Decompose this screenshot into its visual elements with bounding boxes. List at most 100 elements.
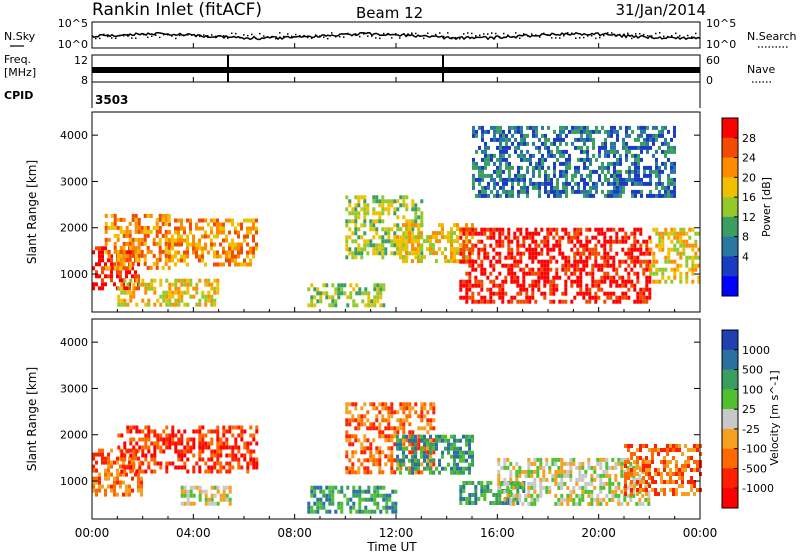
scatter-cell (487, 145, 490, 150)
scatter-cell (567, 255, 571, 260)
scatter-cell (616, 181, 619, 186)
scatter-cell (171, 290, 175, 295)
colorbar-tick-label: 24 (742, 152, 756, 165)
scatter-cell (553, 137, 556, 142)
scatter-cell (501, 239, 505, 244)
scatter-cell (608, 485, 612, 490)
scatter-cell (384, 402, 388, 407)
scatter-cell (529, 161, 532, 166)
scatter-cell (426, 446, 430, 451)
scatter-cell (534, 279, 538, 284)
scatter-cell (408, 251, 412, 256)
scatter-cell (216, 230, 219, 235)
scatter-cell (492, 291, 496, 296)
scatter-cell (156, 441, 160, 446)
scatter-cell (369, 442, 373, 447)
scatter-cell (516, 275, 520, 280)
scatter-cell (411, 239, 414, 244)
scatter-cell (450, 442, 453, 447)
scatter-cell (381, 227, 385, 232)
scatter-cell (630, 468, 633, 472)
scatter-cell (507, 235, 511, 240)
scatter-cell (387, 235, 391, 240)
scatter-cell (586, 153, 589, 158)
scatter-cell (131, 213, 135, 218)
scatter-cell (420, 243, 424, 248)
scatter-cell (594, 295, 598, 300)
scatter-cell (372, 243, 376, 248)
scatter-cell (642, 259, 646, 264)
scatter-cell (174, 465, 178, 470)
scatter-cell (612, 263, 616, 268)
scatter-cell (137, 472, 140, 477)
scatter-cell (189, 445, 193, 450)
noise-search-dot (671, 35, 673, 37)
scatter-cell (481, 173, 484, 178)
scatter-cell (570, 279, 574, 284)
scatter-cell (168, 254, 171, 259)
scatter-cell (639, 291, 643, 296)
scatter-cell (525, 287, 529, 292)
scatter-cell (116, 274, 119, 279)
scatter-cell (358, 509, 362, 514)
scatter-cell (420, 414, 424, 419)
scatter-cell (537, 279, 541, 284)
scatter-cell (372, 402, 376, 407)
scatter-cell (186, 302, 190, 307)
scatter-cell (228, 262, 231, 267)
scatter-cell (423, 402, 427, 407)
scatter-cell (432, 462, 436, 467)
scatter-cell (631, 193, 634, 198)
scatter-cell (600, 267, 604, 272)
scatter-cell (591, 283, 595, 288)
scatter-cell (122, 245, 126, 250)
scatter-cell (517, 189, 520, 194)
scatter-cell (509, 501, 513, 506)
noise-right-tick-top: 10^5 (706, 17, 736, 30)
scatter-cell (405, 446, 408, 451)
scatter-cell (307, 287, 311, 292)
scatter-cell (661, 161, 664, 166)
scatter-cell (584, 469, 588, 474)
scatter-cell (481, 193, 484, 198)
scatter-cell (243, 445, 247, 450)
scatter-cell (384, 406, 388, 411)
scatter-cell (131, 261, 135, 266)
scatter-cell (104, 274, 107, 279)
scatter-cell (530, 481, 534, 486)
scatter-cell (547, 177, 550, 182)
scatter-cell (393, 211, 397, 216)
scatter-cell (577, 145, 580, 150)
scatter-cell (498, 255, 502, 260)
scatter-cell (414, 255, 418, 260)
scatter-cell (610, 145, 613, 150)
scatter-cell (468, 470, 471, 475)
scatter-cell (590, 465, 594, 470)
scatter-cell (512, 465, 516, 470)
scatter-cell (585, 235, 589, 240)
scatter-cell (360, 235, 364, 240)
scatter-cell (134, 257, 138, 262)
scatter-cell (104, 229, 108, 234)
scatter-cell (480, 493, 484, 497)
scatter-cell (527, 493, 531, 498)
scatter-cell (213, 286, 217, 291)
scatter-cell (630, 283, 634, 288)
noise-search-dot (311, 37, 313, 39)
scatter-cell (372, 219, 376, 224)
scatter-cell (143, 241, 147, 246)
noise-search-dot (647, 35, 649, 37)
noise-search-dot (219, 35, 221, 37)
scatter-cell (355, 303, 359, 308)
scatter-cell (471, 458, 474, 463)
scatter-cell (521, 485, 525, 490)
scatter-cell (195, 286, 199, 291)
scatter-cell (685, 243, 689, 248)
scatter-cell (538, 165, 541, 170)
scatter-cell (411, 251, 415, 256)
scatter-cell (681, 476, 684, 480)
scatter-cell (357, 458, 361, 463)
scatter-cell (595, 189, 598, 194)
scatter-cell (498, 497, 502, 501)
scatter-cell (355, 509, 359, 514)
